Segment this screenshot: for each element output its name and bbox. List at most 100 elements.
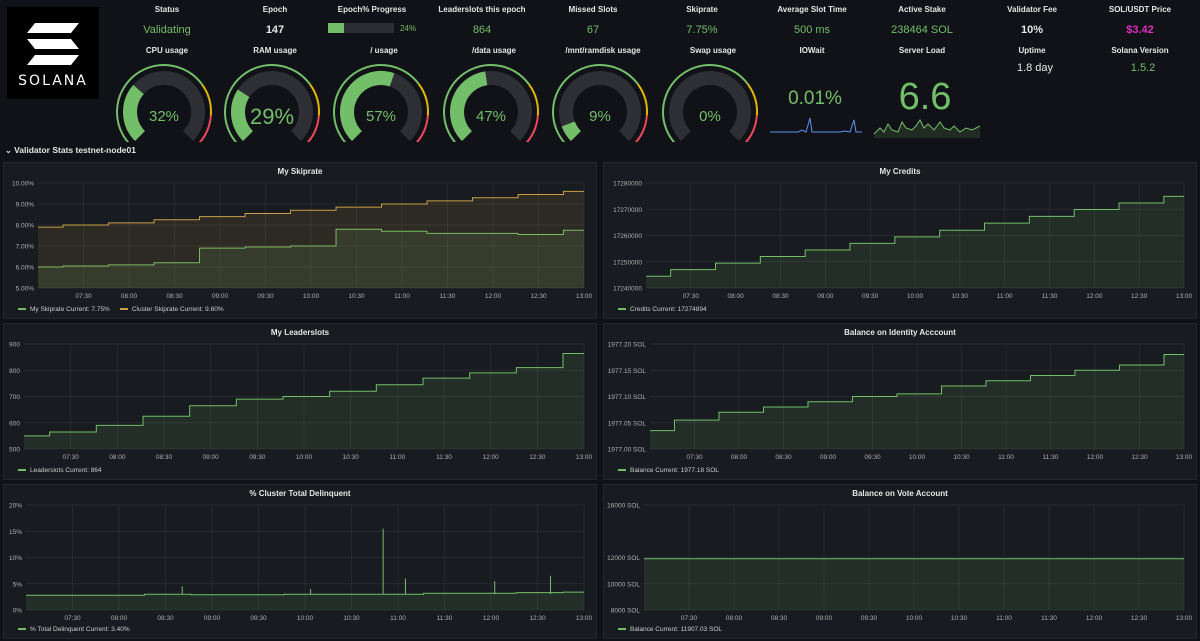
panel-title[interactable]: My Skiprate xyxy=(277,167,323,176)
gauge-value: 29% xyxy=(249,104,295,129)
gauge-fill xyxy=(340,71,395,141)
logo-text: SOLANA xyxy=(18,73,88,89)
y-tick-label: 1977.20 SOL xyxy=(608,342,647,349)
gauge-1 xyxy=(224,64,320,142)
panel-title[interactable]: My Leaderslots xyxy=(270,328,330,337)
x-tick-label: 09:30 xyxy=(250,615,267,622)
x-tick-label: 12:30 xyxy=(1131,293,1148,300)
panel-0[interactable]: My Skiprate 10.00% 9.00% 8.00% 7.00% 6.00% 5.0… xyxy=(3,162,597,319)
x-tick-label: 12:30 xyxy=(1131,615,1148,622)
chart-svg: 17280000 17270000 17260000 17250000 17240000… xyxy=(613,181,1193,301)
x-tick-label: 09:00 xyxy=(817,293,834,300)
x-tick-label: 10:00 xyxy=(906,615,923,622)
gauge-value: 0% xyxy=(699,108,721,125)
panel-2[interactable]: My Leaderslots 900 800 700 600 500 07:30 08:00 0… xyxy=(3,323,597,480)
gauge-threshold-green xyxy=(552,64,639,142)
y-tick-label: 17260000 xyxy=(613,233,642,240)
x-tick-label: 12:30 xyxy=(529,454,546,461)
x-tick-label: 13:00 xyxy=(1176,454,1193,461)
chart-legend[interactable]: Leaderslots Current: 864 xyxy=(18,467,112,474)
y-tick-label: 15% xyxy=(9,529,22,536)
y-tick-label: 900 xyxy=(9,342,20,349)
x-tick-label: 13:00 xyxy=(1176,615,1193,622)
x-tick-label: 11:30 xyxy=(1043,454,1059,461)
x-tick-label: 10:00 xyxy=(296,454,313,461)
gauge-threshold-red xyxy=(744,115,758,142)
x-tick-label: 08:30 xyxy=(166,293,183,300)
chart-legend[interactable]: My Skiprate Current: 7.75% Cluster Skipra… xyxy=(18,306,234,313)
gauge-title: / usage xyxy=(370,46,398,55)
x-tick-label: 10:30 xyxy=(953,454,970,461)
stat-title: Validator Fee xyxy=(1007,5,1057,14)
gauge-value: 57% xyxy=(365,108,397,125)
server-load-sparkline xyxy=(874,119,980,138)
x-tick-label: 13:00 xyxy=(576,293,593,300)
legend-item[interactable]: Cluster Skiprate Current: 9.60% xyxy=(119,306,224,313)
x-tick-label: 09:30 xyxy=(862,293,879,300)
x-tick-label: 08:00 xyxy=(109,454,126,461)
y-tick-label: 1977.15 SOL xyxy=(608,368,647,375)
stat-4: Missed Slots 67 xyxy=(533,5,653,36)
row-title[interactable]: ⌄ Validator Stats testnet-node01 xyxy=(5,145,136,155)
panel-title[interactable]: Balance on Vote Account xyxy=(852,489,948,498)
gauge-track xyxy=(559,71,641,141)
stat-7: Active Stake 238464 SOL xyxy=(862,5,982,36)
x-tick-label: 12:30 xyxy=(1131,454,1148,461)
series-area xyxy=(38,191,584,288)
series-line xyxy=(26,591,584,596)
x-tick-label: 11:00 xyxy=(996,615,1012,622)
chart-legend[interactable]: Balance Current: 11907.03 SOL xyxy=(618,626,732,633)
x-tick-label: 08:30 xyxy=(156,454,173,461)
series-area xyxy=(38,229,584,288)
chart-svg: 16000 SOL 12000 SOL 10000 SOL 8000 SOL 07:30… xyxy=(607,503,1193,623)
x-tick-label: 07:30 xyxy=(75,293,92,300)
gauge-threshold-red xyxy=(634,115,648,142)
y-tick-label: 16000 SOL xyxy=(607,503,640,510)
y-tick-label: 8000 SOL xyxy=(611,608,641,615)
chart-legend[interactable]: Credits Current: 17274894 xyxy=(618,306,717,313)
y-tick-label: 7.00% xyxy=(16,244,35,251)
x-tick-label: 11:30 xyxy=(1042,293,1058,300)
panel-3[interactable]: Balance on Identity Acccount 1977.20 SOL 1… xyxy=(603,323,1197,480)
solana-logo: SOLANA xyxy=(7,7,99,99)
chart-legend[interactable]: % Total Delinquent Current: 3.40% xyxy=(18,626,140,633)
legend-item[interactable]: Balance Current: 1977.18 SOL xyxy=(618,467,719,474)
panel-4[interactable]: % Cluster Total Delinquent 20% 15% 10% 5% 0% 0… xyxy=(3,484,597,639)
legend-swatch xyxy=(618,308,626,311)
series-area xyxy=(650,354,1184,449)
legend-label: Cluster Skiprate Current: 9.60% xyxy=(131,306,224,313)
legend-item[interactable]: Leaderslots Current: 864 xyxy=(18,467,102,474)
gauge-threshold-red xyxy=(306,115,320,142)
stat-title: Active Stake xyxy=(898,5,946,14)
y-tick-label: 8.00% xyxy=(16,223,35,230)
legend-item[interactable]: My Skiprate Current: 7.75% xyxy=(18,306,110,313)
stat-value: Validating xyxy=(143,24,191,36)
gauge-2 xyxy=(333,64,429,142)
y-tick-label: 800 xyxy=(9,368,20,375)
legend-swatch xyxy=(119,308,128,311)
y-tick-label: 17250000 xyxy=(613,259,642,266)
legend-item[interactable]: Balance Current: 11907.03 SOL xyxy=(618,626,722,633)
stat-title: Average Slot Time xyxy=(777,5,847,14)
series-area xyxy=(646,196,1184,288)
y-tick-label: 6.00% xyxy=(16,265,35,272)
y-tick-label: 9.00% xyxy=(16,202,35,209)
chart-svg: 1977.20 SOL 1977.15 SOL 1977.10 SOL 1977.05… xyxy=(608,342,1193,462)
panel-title[interactable]: % Cluster Total Delinquent xyxy=(249,489,351,498)
series-line xyxy=(38,190,584,228)
x-tick-label: 13:00 xyxy=(1176,293,1193,300)
stat-9: SOL/USDT Price $3.42 xyxy=(1080,5,1200,36)
panel-title[interactable]: Balance on Identity Acccount xyxy=(844,328,956,337)
legend-item[interactable]: Credits Current: 17274894 xyxy=(618,306,707,313)
x-tick-label: 08:30 xyxy=(157,615,174,622)
panel-title[interactable]: My Credits xyxy=(879,167,921,176)
x-tick-label: 10:30 xyxy=(952,293,969,300)
panel-1[interactable]: My Credits 17280000 17270000 17260000 172500… xyxy=(603,162,1197,319)
row-title-label: Validator Stats testnet-node01 xyxy=(14,145,136,155)
x-tick-label: 08:00 xyxy=(111,615,128,622)
panel-5[interactable]: Balance on Vote Account 16000 SOL 12000 SO… xyxy=(603,484,1197,639)
x-tick-label: 08:30 xyxy=(772,293,789,300)
stat-title: SOL/USDT Price xyxy=(1108,5,1172,14)
legend-item[interactable]: % Total Delinquent Current: 3.40% xyxy=(18,626,130,633)
chart-legend[interactable]: Balance Current: 1977.18 SOL xyxy=(618,467,729,474)
